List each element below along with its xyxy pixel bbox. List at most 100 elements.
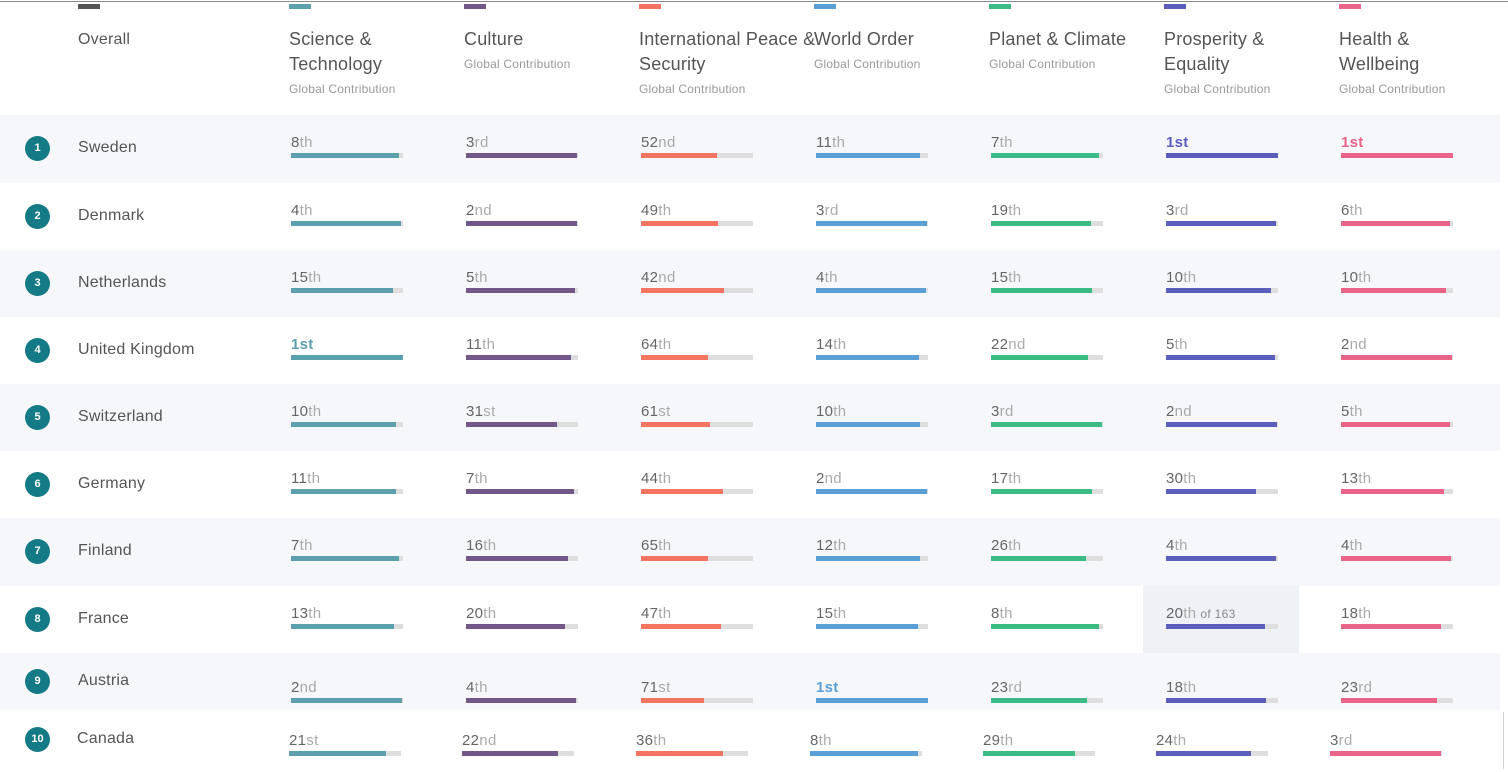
score-bar-fill bbox=[641, 624, 721, 629]
score-cell-health[interactable]: 23rd bbox=[1341, 679, 1456, 719]
score-cell-science[interactable]: 4th bbox=[291, 202, 406, 242]
score-cell-peace[interactable]: 36th bbox=[636, 732, 751, 772]
score-cell-prosperity[interactable]: 10th bbox=[1166, 269, 1281, 309]
country-name[interactable]: Sweden bbox=[78, 139, 138, 156]
table-row[interactable]: 3 Netherlands 15th 5th 42nd 4th 15th 10th 10th bbox=[0, 250, 1500, 317]
table-row[interactable]: 8 France 13th 20th 47th 15th 8th 20th of 163 18th bbox=[0, 586, 1500, 653]
score-cell-science[interactable]: 13th bbox=[291, 605, 406, 645]
score-cell-peace[interactable]: 52nd bbox=[641, 134, 756, 174]
score-cell-culture[interactable]: 16th bbox=[466, 537, 581, 577]
score-cell-science[interactable]: 2nd bbox=[291, 679, 406, 719]
table-row[interactable]: 5 Switzerland 10th 31st 61st 10th 3rd 2nd 5th bbox=[0, 384, 1500, 451]
score-cell-health[interactable]: 3rd bbox=[1330, 732, 1445, 772]
score-cell-health[interactable]: 1st bbox=[1341, 134, 1456, 174]
table-row[interactable]: 9 Austria 2nd 4th 71st 1st 23rd 18th 23rd bbox=[0, 653, 1500, 710]
score-cell-prosperity[interactable]: 20th of 163 bbox=[1166, 605, 1281, 645]
score-cell-planet[interactable]: 3rd bbox=[991, 403, 1106, 443]
country-name[interactable]: United Kingdom bbox=[78, 341, 195, 358]
country-name[interactable]: Denmark bbox=[78, 207, 145, 224]
score-cell-health[interactable]: 10th bbox=[1341, 269, 1456, 309]
rank-number: 18 bbox=[1166, 679, 1184, 696]
score-cell-health[interactable]: 6th bbox=[1341, 202, 1456, 242]
score-cell-peace[interactable]: 65th bbox=[641, 537, 756, 577]
score-cell-health[interactable]: 13th bbox=[1341, 470, 1456, 510]
score-cell-planet[interactable]: 19th bbox=[991, 202, 1106, 242]
score-cell-science[interactable]: 15th bbox=[291, 269, 406, 309]
country-name[interactable]: Finland bbox=[78, 542, 132, 559]
score-cell-prosperity[interactable]: 3rd bbox=[1166, 202, 1281, 242]
score-cell-peace[interactable]: 42nd bbox=[641, 269, 756, 309]
table-row[interactable]: 4 United Kingdom 1st 11th 64th 14th 22nd 5th 2nd bbox=[0, 317, 1500, 384]
country-name[interactable]: Canada bbox=[77, 730, 135, 747]
score-cell-science[interactable]: 11th bbox=[291, 470, 406, 510]
score-cell-prosperity[interactable]: 2nd bbox=[1166, 403, 1281, 443]
table-row[interactable]: 1 Sweden 8th 3rd 52nd 11th 7th 1st 1st bbox=[0, 115, 1500, 183]
rank-suffix: th bbox=[1174, 336, 1188, 353]
score-cell-science[interactable]: 10th bbox=[291, 403, 406, 443]
rank-suffix: nd bbox=[474, 202, 492, 219]
score-cell-culture[interactable]: 2nd bbox=[466, 202, 581, 242]
score-cell-world[interactable]: 15th bbox=[816, 605, 931, 645]
score-cell-culture[interactable]: 5th bbox=[466, 269, 581, 309]
score-cell-world[interactable]: 10th bbox=[816, 403, 931, 443]
score-cell-culture[interactable]: 31st bbox=[466, 403, 581, 443]
score-cell-culture[interactable]: 22nd bbox=[462, 732, 577, 772]
score-cell-health[interactable]: 2nd bbox=[1341, 336, 1456, 376]
score-cell-world[interactable]: 8th bbox=[810, 732, 925, 772]
score-cell-planet[interactable]: 7th bbox=[991, 134, 1106, 174]
score-cell-world[interactable]: 14th bbox=[816, 336, 931, 376]
table-row[interactable]: 7 Finland 7th 16th 65th 12th 26th 4th 4th bbox=[0, 518, 1500, 586]
score-cell-culture[interactable]: 7th bbox=[466, 470, 581, 510]
table-row[interactable]: 10 Canada 21st 22nd 36th 8th 29th 24th 3rd bbox=[0, 710, 1500, 769]
score-cell-planet[interactable]: 15th bbox=[991, 269, 1106, 309]
score-cell-peace[interactable]: 71st bbox=[641, 679, 756, 719]
score-cell-prosperity[interactable]: 1st bbox=[1166, 134, 1281, 174]
score-bar-fill bbox=[991, 355, 1089, 360]
score-cell-prosperity[interactable]: 24th bbox=[1156, 732, 1271, 772]
score-cell-science[interactable]: 21st bbox=[289, 732, 404, 772]
score-cell-health[interactable]: 5th bbox=[1341, 403, 1456, 443]
score-cell-prosperity[interactable]: 30th bbox=[1166, 470, 1281, 510]
score-cell-science[interactable]: 1st bbox=[291, 336, 406, 376]
score-cell-culture[interactable]: 11th bbox=[466, 336, 581, 376]
score-cell-culture[interactable]: 4th bbox=[466, 679, 581, 719]
score-cell-prosperity[interactable]: 4th bbox=[1166, 537, 1281, 577]
table-row[interactable]: 6 Germany 11th 7th 44th 2nd 17th 30th 13th bbox=[0, 451, 1500, 518]
score-cell-planet[interactable]: 22nd bbox=[991, 336, 1106, 376]
score-cell-world[interactable]: 11th bbox=[816, 134, 931, 174]
score-cell-world[interactable]: 4th bbox=[816, 269, 931, 309]
score-cell-peace[interactable]: 61st bbox=[641, 403, 756, 443]
score-cell-world[interactable]: 2nd bbox=[816, 470, 931, 510]
score-bar-track bbox=[1166, 288, 1278, 293]
score-cell-science[interactable]: 8th bbox=[291, 134, 406, 174]
rank-number: 29 bbox=[983, 732, 1001, 749]
score-cell-planet[interactable]: 26th bbox=[991, 537, 1106, 577]
country-name[interactable]: Germany bbox=[78, 475, 146, 492]
country-name[interactable]: Switzerland bbox=[78, 408, 163, 425]
score-cell-health[interactable]: 18th bbox=[1341, 605, 1456, 645]
score-cell-culture[interactable]: 3rd bbox=[466, 134, 581, 174]
score-cell-planet[interactable]: 17th bbox=[991, 470, 1106, 510]
score-cell-world[interactable]: 3rd bbox=[816, 202, 931, 242]
score-bar-track bbox=[816, 221, 928, 226]
score-cell-planet[interactable]: 8th bbox=[991, 605, 1106, 645]
score-cell-world[interactable]: 1st bbox=[816, 679, 931, 719]
score-cell-culture[interactable]: 20th bbox=[466, 605, 581, 645]
score-cell-peace[interactable]: 47th bbox=[641, 605, 756, 645]
country-name[interactable]: France bbox=[78, 610, 129, 627]
score-cell-prosperity[interactable]: 18th bbox=[1166, 679, 1281, 719]
score-cell-planet[interactable]: 23rd bbox=[991, 679, 1106, 719]
score-bar-track bbox=[1341, 624, 1453, 629]
score-cell-health[interactable]: 4th bbox=[1341, 537, 1456, 577]
country-name[interactable]: Austria bbox=[78, 672, 130, 689]
score-cell-peace[interactable]: 49th bbox=[641, 202, 756, 242]
score-cell-peace[interactable]: 64th bbox=[641, 336, 756, 376]
score-bar-track bbox=[1341, 355, 1453, 360]
score-cell-science[interactable]: 7th bbox=[291, 537, 406, 577]
score-cell-prosperity[interactable]: 5th bbox=[1166, 336, 1281, 376]
score-cell-world[interactable]: 12th bbox=[816, 537, 931, 577]
table-row[interactable]: 2 Denmark 4th 2nd 49th 3rd 19th 3rd 6th bbox=[0, 183, 1500, 250]
score-cell-planet[interactable]: 29th bbox=[983, 732, 1098, 772]
country-name[interactable]: Netherlands bbox=[78, 274, 167, 291]
score-cell-peace[interactable]: 44th bbox=[641, 470, 756, 510]
